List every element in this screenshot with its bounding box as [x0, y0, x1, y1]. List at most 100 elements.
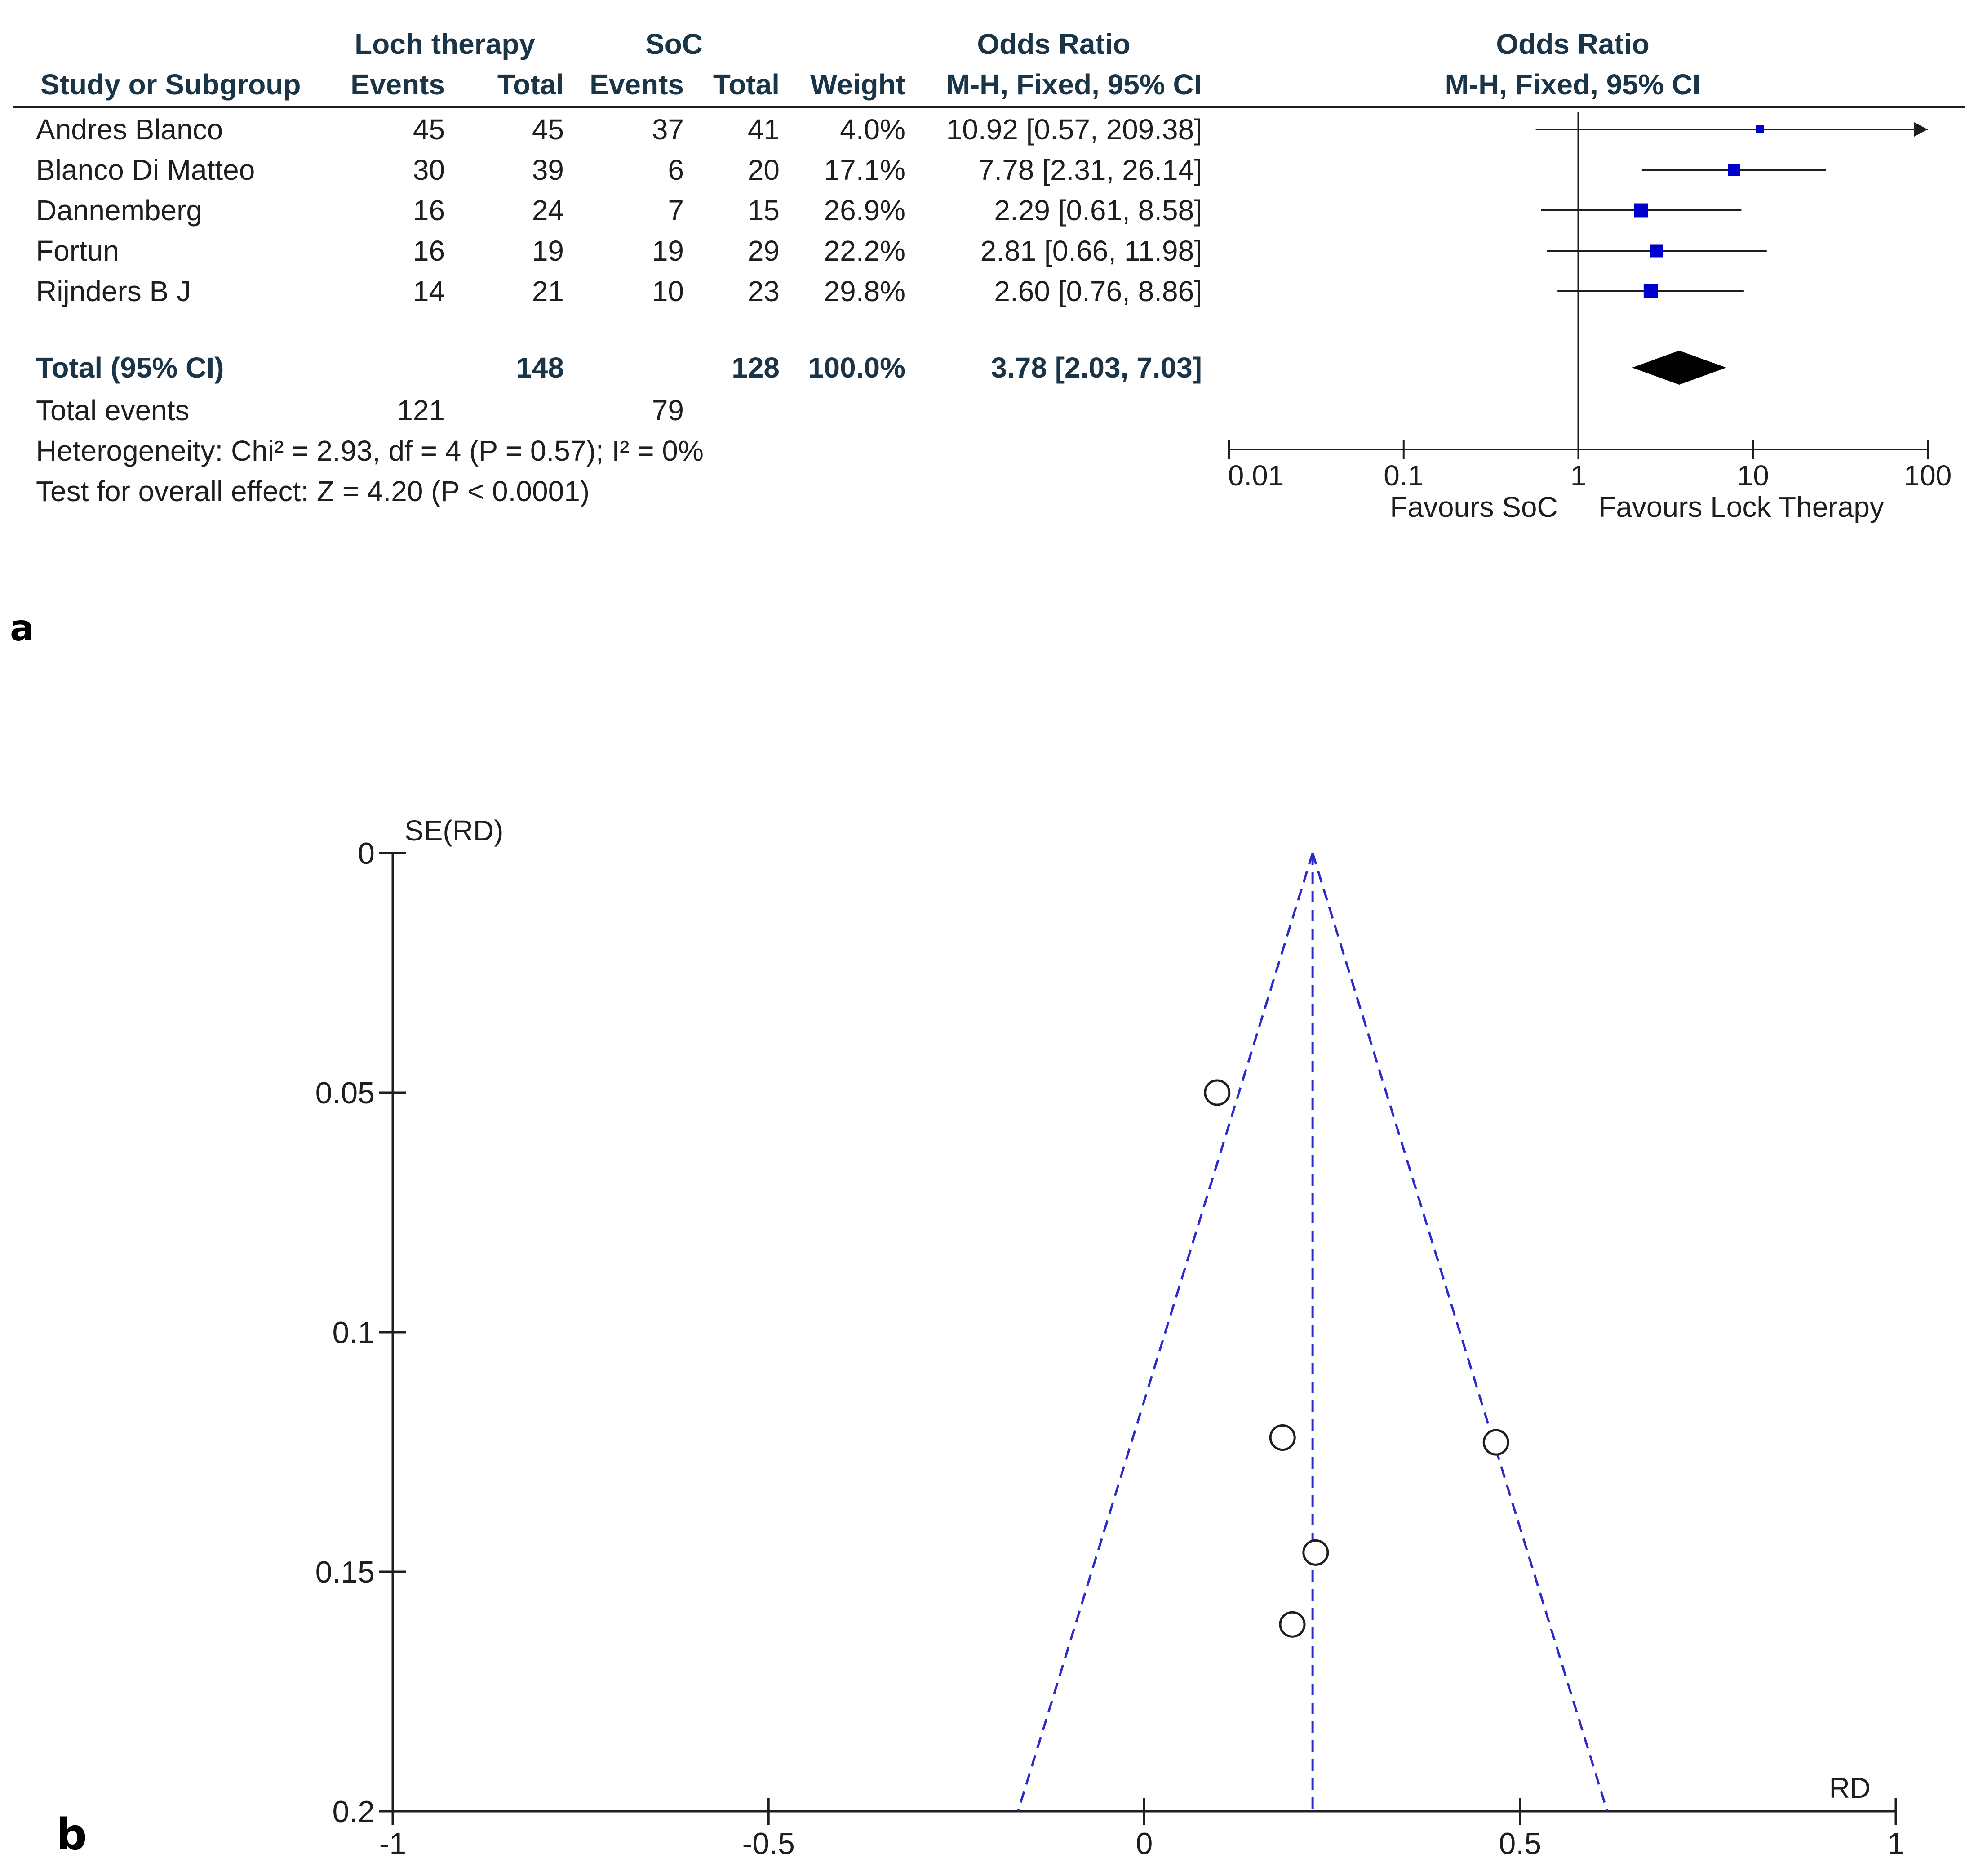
- funnel-plot: 0 0.05 0.1 0.15 0.2-1 -0.5 0 0.5 1 SE(RD) RD b: [56, 814, 1904, 1861]
- study-marker: [1728, 164, 1740, 176]
- panel-label-a: a: [10, 607, 34, 649]
- funnel-point: [1302, 1539, 1329, 1566]
- events-2: 6: [668, 154, 684, 186]
- total-or-ci: 3.78 [2.03, 7.03]: [991, 351, 1202, 384]
- study-name: Rijnders B J: [36, 275, 191, 307]
- plot-method-header: M-H, Fixed, 95% CI: [1445, 68, 1701, 101]
- weight: 4.0%: [840, 113, 905, 146]
- x-tick-label: 0.5: [1499, 1827, 1541, 1861]
- study-marker: [1634, 203, 1648, 218]
- study-name: Andres Blanco: [36, 113, 223, 146]
- weight-header: Weight: [810, 68, 905, 101]
- total2-header: Total: [713, 68, 780, 101]
- total-n1: 148: [516, 351, 564, 384]
- total-events-1: 121: [397, 394, 445, 427]
- funnel-point: [1482, 1429, 1509, 1456]
- funnel-left-line: [1017, 853, 1314, 1812]
- funnel-point: [1269, 1424, 1296, 1451]
- funnel-point: [1279, 1611, 1306, 1638]
- or-column-header: Odds Ratio: [977, 28, 1130, 60]
- or-ci: 7.78 [2.31, 26.14]: [978, 154, 1202, 186]
- y-tick-label: 0.2: [332, 1795, 375, 1829]
- total-2: 23: [748, 275, 780, 307]
- forest-tick-label: 0.1: [1384, 459, 1424, 492]
- events-2: 37: [652, 113, 684, 146]
- x-axis-label: RD: [1829, 1772, 1871, 1804]
- x-tick-label: 1: [1887, 1827, 1904, 1861]
- total-n2: 128: [732, 351, 780, 384]
- ci-arrow: [1914, 122, 1928, 137]
- favours-right-label: Favours Lock Therapy: [1598, 491, 1884, 523]
- events-1: 14: [413, 275, 445, 307]
- total-1: 21: [532, 275, 564, 307]
- forest-graphic: 0.01 0.1 1 10 100: [1228, 112, 1952, 492]
- weight: 29.8%: [824, 275, 905, 307]
- or-ci: 2.81 [0.66, 11.98]: [980, 235, 1202, 267]
- table-row: Fortun 16 19 19 29 22.2% 2.81 [0.66, 11.98]: [36, 235, 1202, 267]
- events-1: 16: [413, 235, 445, 267]
- total-2: 15: [748, 194, 780, 227]
- favours-left-label: Favours SoC: [1390, 491, 1557, 523]
- x-tick-label: 0: [1136, 1827, 1153, 1861]
- total-2: 41: [748, 113, 780, 146]
- study-marker: [1756, 125, 1764, 134]
- pooled-diamond: [1632, 351, 1726, 385]
- group1-header: Loch therapy: [355, 28, 535, 60]
- or-ci: 2.29 [0.61, 8.58]: [994, 194, 1202, 227]
- table-row: Rijnders B J 14 21 10 23 29.8% 2.60 [0.76, 8.8…: [36, 275, 1202, 307]
- forest-plot: Loch therapy SoC Odds Ratio Odds Ratio S…: [10, 28, 1965, 649]
- events-1: 16: [413, 194, 445, 227]
- table-row: Andres Blanco 45 45 37 41 4.0% 10.92 [0.57, 20…: [36, 113, 1202, 146]
- funnel-right-line: [1311, 853, 1609, 1812]
- y-tick-label: 0: [358, 836, 375, 871]
- forest-tick-label: 10: [1737, 459, 1769, 492]
- forest-tick-label: 100: [1904, 459, 1952, 492]
- group2-header: SoC: [645, 28, 703, 60]
- total-events-2: 79: [652, 394, 684, 427]
- total-1: 45: [532, 113, 564, 146]
- panel-label-b: b: [56, 1809, 87, 1860]
- events-2: 7: [668, 194, 684, 227]
- table-row: Blanco Di Matteo 30 39 6 20 17.1% 7.78 [2.31, …: [36, 154, 1202, 186]
- events2-header: Events: [590, 68, 684, 101]
- or-ci: 2.60 [0.76, 8.86]: [994, 275, 1202, 307]
- y-tick-label: 0.1: [332, 1316, 375, 1350]
- funnel-point: [1204, 1079, 1231, 1106]
- study-header: Study or Subgroup: [40, 68, 301, 101]
- method-header: M-H, Fixed, 95% CI: [946, 68, 1202, 101]
- heterogeneity-text: Heterogeneity: Chi² = 2.93, df = 4 (P = …: [36, 435, 704, 467]
- total-label: Total (95% CI): [36, 351, 224, 384]
- total-1: 19: [532, 235, 564, 267]
- x-tick-label: -1: [379, 1827, 406, 1861]
- overall-effect-text: Test for overall effect: Z = 4.20 (P < 0…: [36, 475, 590, 507]
- total-weight: 100.0%: [808, 351, 905, 384]
- x-tick-label: -0.5: [742, 1827, 795, 1861]
- y-axis-label: SE(RD): [404, 814, 503, 847]
- study-name: Dannemberg: [36, 194, 202, 227]
- study-rows: Andres Blanco 45 45 37 41 4.0% 10.92 [0.57, 20…: [36, 113, 1202, 307]
- study-name: Blanco Di Matteo: [36, 154, 255, 186]
- funnel-graphic: 0 0.05 0.1 0.15 0.2-1 -0.5 0 0.5 1: [315, 836, 1904, 1861]
- total-2: 20: [748, 154, 780, 186]
- total-events-label: Total events: [36, 394, 190, 427]
- total-1: 39: [532, 154, 564, 186]
- forest-tick-label: 1: [1570, 459, 1587, 492]
- or-ci: 10.92 [0.57, 209.38]: [946, 113, 1202, 146]
- forest-tick-label: 0.01: [1228, 459, 1284, 492]
- y-tick-label: 0.15: [315, 1555, 375, 1589]
- weight: 17.1%: [824, 154, 905, 186]
- total-2: 29: [748, 235, 780, 267]
- events-1: 45: [413, 113, 445, 146]
- events-2: 10: [652, 275, 684, 307]
- total-1: 24: [532, 194, 564, 227]
- events1-header: Events: [350, 68, 445, 101]
- study-name: Fortun: [36, 235, 119, 267]
- total1-header: Total: [497, 68, 564, 101]
- events-1: 30: [413, 154, 445, 186]
- table-row: Dannemberg 16 24 7 15 26.9% 2.29 [0.61, 8.58]: [36, 194, 1202, 227]
- study-marker: [1650, 244, 1663, 258]
- or-plot-header: Odds Ratio: [1496, 28, 1649, 60]
- weight: 22.2%: [824, 235, 905, 267]
